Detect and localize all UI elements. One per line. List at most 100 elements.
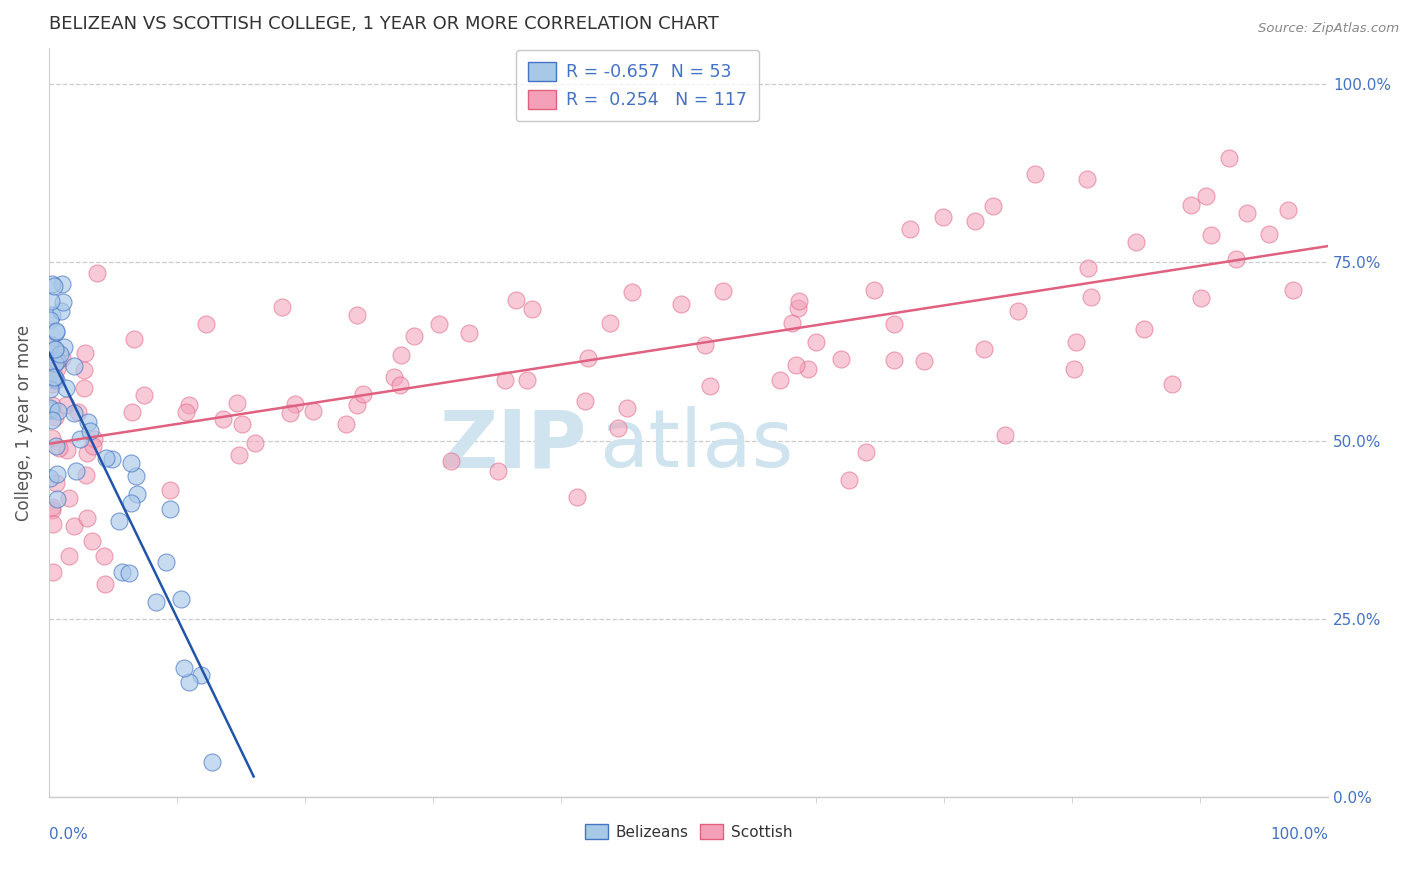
Text: 100.0%: 100.0% [1270,828,1329,842]
Point [457,326,479,340]
Point [46,467,69,481]
Point [1189,292,1212,306]
Point [993,428,1015,442]
Point [44,356,66,370]
Point [494,373,516,387]
Point [388,377,411,392]
Point [522,302,544,317]
Point [41,413,63,427]
Point [830,352,852,367]
Point [243,436,266,450]
Point [963,214,986,228]
Point [1277,202,1299,217]
Point [787,293,810,308]
Point [574,394,596,409]
Point [169,591,191,606]
Text: BELIZEAN VS SCOTTISH COLLEGE, 1 YEAR OR MORE CORRELATION CHART: BELIZEAN VS SCOTTISH COLLEGE, 1 YEAR OR … [49,15,718,33]
Point [45,354,67,368]
Point [65,464,87,478]
Point [787,301,810,315]
Point [51,277,73,291]
Point [83,433,105,447]
Point [134,387,156,401]
Point [335,417,357,431]
Point [1258,227,1281,241]
Point [62,406,84,420]
Text: atlas: atlas [599,407,793,484]
Point [42,371,65,385]
Point [93,549,115,563]
Point [284,397,307,411]
Point [1063,361,1085,376]
Point [855,445,877,459]
Point [41,500,63,515]
Point [912,354,935,368]
Point [45,491,67,506]
Point [75,345,97,359]
Point [120,456,142,470]
Point [620,285,643,299]
Point [107,515,129,529]
Point [76,446,98,460]
Point [41,503,63,517]
Point [58,491,80,506]
Point [159,483,181,498]
Point [194,317,217,331]
Point [1199,228,1222,243]
Point [120,496,142,510]
Point [1076,172,1098,186]
Point [122,332,145,346]
Point [63,519,86,533]
Point [45,439,67,453]
Point [1225,252,1247,266]
Point [1080,290,1102,304]
Point [125,487,148,501]
Point [177,398,200,412]
Point [177,674,200,689]
Point [190,668,212,682]
Point [55,381,77,395]
Point [516,373,538,387]
Point [616,401,638,416]
Point [402,329,425,343]
Point [75,468,97,483]
Point [42,516,65,531]
Point [39,401,62,416]
Point [80,534,103,549]
Point [301,403,323,417]
Point [42,566,65,580]
Point [48,441,70,455]
Point [69,432,91,446]
Point [51,351,73,365]
Point [49,304,72,318]
Point [45,476,67,491]
Point [278,406,301,420]
Point [56,443,79,458]
Point [41,308,63,322]
Point [55,398,77,412]
Point [79,424,101,438]
Y-axis label: College, 1 year or more: College, 1 year or more [15,325,32,521]
Point [932,211,955,225]
Point [797,362,820,376]
Point [41,402,63,417]
Point [780,316,803,330]
Point [695,337,717,351]
Point [1125,235,1147,249]
Point [145,595,167,609]
Point [898,222,921,236]
Point [1180,197,1202,211]
Point [607,421,630,435]
Point [804,334,827,349]
Point [73,363,96,377]
Point [42,374,65,388]
Point [39,293,62,308]
Point [576,351,599,365]
Point [67,405,90,419]
Point [44,410,66,425]
Point [768,373,790,387]
Point [44,342,66,356]
Text: Source: ZipAtlas.com: Source: ZipAtlas.com [1258,22,1399,36]
Point [1282,283,1305,297]
Point [58,549,80,564]
